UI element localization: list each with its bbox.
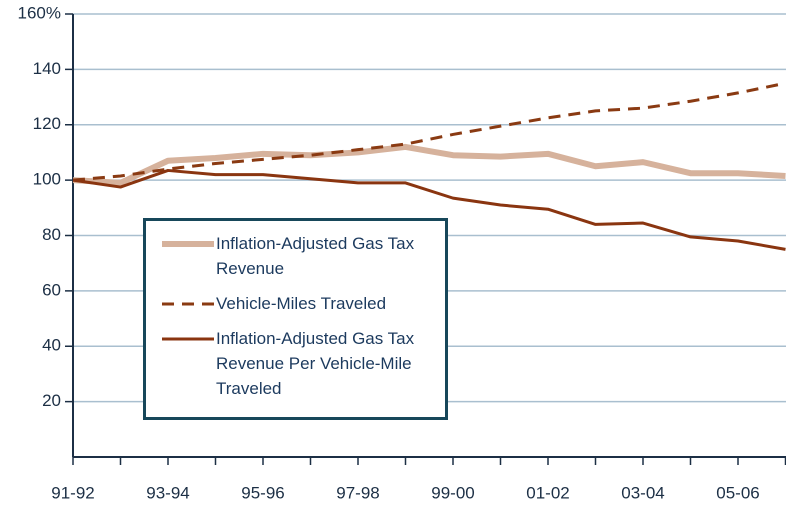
x-tick-label: 97-98 — [336, 483, 379, 502]
y-tick-label: 160% — [18, 3, 61, 22]
y-tick-label: 80 — [42, 225, 61, 244]
legend-entry: Inflation-Adjusted Gas Tax Revenue Per V… — [160, 326, 437, 401]
legend-label: Vehicle-Miles Traveled — [216, 294, 387, 313]
x-tick-label: 93-94 — [146, 483, 189, 502]
series-line — [72, 168, 786, 251]
x-tick-label: 01-02 — [526, 483, 569, 502]
legend-label: Inflation-Adjusted Gas Tax Revenue Per V… — [216, 329, 415, 398]
legend-swatch — [162, 241, 214, 247]
legend-entry: Inflation-Adjusted Gas Tax Revenue — [160, 231, 437, 281]
x-tick-label: 99-00 — [431, 483, 474, 502]
series-line — [72, 143, 786, 186]
x-tick-label: 05-06 — [716, 483, 759, 502]
x-tick-label: 91-92 — [51, 483, 94, 502]
legend-label: Inflation-Adjusted Gas Tax Revenue — [216, 234, 415, 278]
y-tick-label: 60 — [42, 280, 61, 299]
legend: Inflation-Adjusted Gas Tax Revenue Vehicl… — [143, 218, 448, 420]
y-tick-label: 120 — [33, 114, 61, 133]
x-tick-label: 95-96 — [241, 483, 284, 502]
y-tick-label: 140 — [33, 59, 61, 78]
series-line — [72, 81, 786, 182]
legend-swatch — [162, 302, 214, 306]
y-tick-label: 100 — [33, 170, 61, 189]
x-tick-label: 03-04 — [621, 483, 664, 502]
y-tick-label: 20 — [42, 391, 61, 410]
legend-swatch — [162, 337, 214, 341]
legend-entry: Vehicle-Miles Traveled — [160, 291, 437, 316]
y-tick-label: 40 — [42, 336, 61, 355]
